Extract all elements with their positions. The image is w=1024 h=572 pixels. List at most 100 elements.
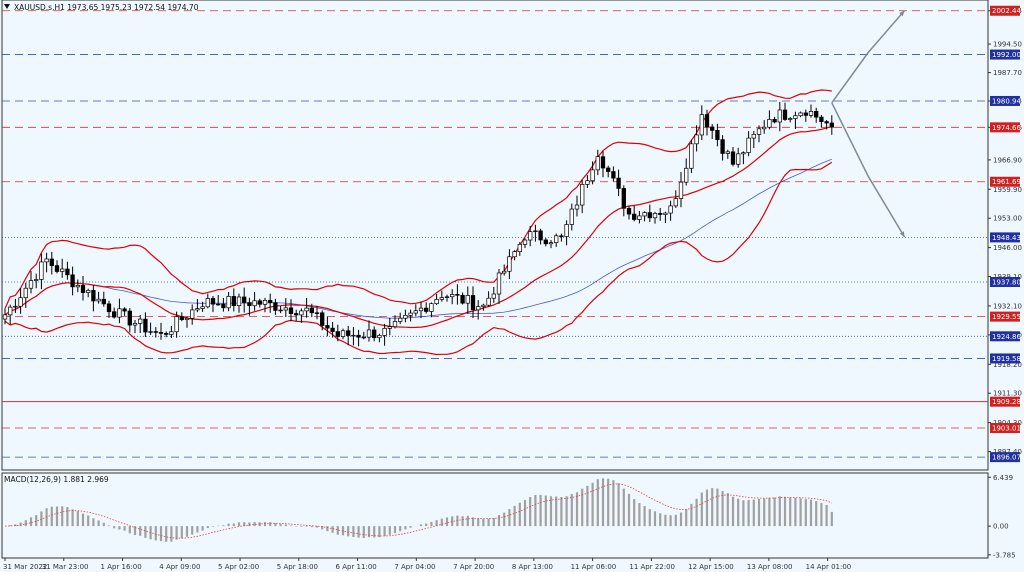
level-label-box-8 xyxy=(990,331,1020,342)
candle-body-77 xyxy=(403,314,408,319)
candle-body-4 xyxy=(23,287,28,299)
candle-body-72 xyxy=(377,335,382,339)
candle-body-89 xyxy=(465,295,470,304)
candle-body-109 xyxy=(569,208,574,225)
level-label: 1937.80 xyxy=(992,279,1021,287)
candle-body-121 xyxy=(632,213,637,220)
time-tick-label: 4 Apr 09:00 xyxy=(159,563,200,571)
candle-body-83 xyxy=(434,299,439,305)
candle-body-149 xyxy=(777,109,782,123)
level-label: 1948.43 xyxy=(992,234,1021,242)
time-tick-label: 5 Apr 18:00 xyxy=(277,563,318,571)
candle-body-150 xyxy=(782,109,788,120)
price-tick-label: 1987.70 xyxy=(993,69,1022,77)
candle-body-2 xyxy=(13,305,18,308)
candle-body-37 xyxy=(195,308,200,311)
candle-body-152 xyxy=(793,115,798,119)
candle-body-41 xyxy=(216,303,221,306)
level-label-box-4 xyxy=(990,176,1020,187)
candle-body-111 xyxy=(580,184,585,206)
menu-triangle-icon[interactable] xyxy=(4,4,10,9)
time-tick-label: 13 Apr 08:00 xyxy=(747,563,793,571)
macd-tick-label: 0.00 xyxy=(993,523,1009,531)
candle-body-65 xyxy=(340,330,346,337)
candle-body-101 xyxy=(528,231,533,241)
candle-body-102 xyxy=(533,230,538,233)
candle-body-22 xyxy=(117,308,122,318)
candle-body-122 xyxy=(637,215,642,220)
candle-body-27 xyxy=(143,318,148,333)
candle-body-47 xyxy=(247,302,252,307)
candle-body-91 xyxy=(476,306,481,311)
level-label: 2002.44 xyxy=(992,7,1021,15)
candle-body-5 xyxy=(28,280,34,289)
candle-body-38 xyxy=(200,306,205,309)
price-tick-label: 1946.00 xyxy=(993,244,1022,252)
price-tick-label: 1994.50 xyxy=(993,41,1022,49)
projection-arrow-up xyxy=(831,10,906,104)
candle-body-115 xyxy=(600,156,606,169)
candle-body-105 xyxy=(548,242,554,245)
candle-body-11 xyxy=(60,268,65,272)
candle-body-139 xyxy=(725,151,730,154)
candle-body-0 xyxy=(2,314,8,320)
candle-body-25 xyxy=(132,322,138,326)
candle-body-58 xyxy=(304,307,309,312)
macd-signal-line xyxy=(4,483,832,539)
candle-body-138 xyxy=(720,139,725,154)
candle-body-116 xyxy=(606,167,611,172)
candle-body-86 xyxy=(450,294,455,298)
candle-body-50 xyxy=(262,299,268,305)
candle-body-17 xyxy=(91,290,96,302)
candle-body-84 xyxy=(439,297,444,300)
candle-body-88 xyxy=(460,294,465,304)
candle-body-32 xyxy=(169,331,174,335)
candle-body-54 xyxy=(283,307,288,311)
candle-body-40 xyxy=(210,298,216,305)
candle-body-90 xyxy=(470,295,476,311)
projection-arrowhead-down xyxy=(899,231,905,238)
time-tick-label: 14 Apr 01:00 xyxy=(806,563,852,571)
level-label: 1909.28 xyxy=(992,398,1021,406)
time-tick-label: 11 Apr 06:00 xyxy=(571,563,617,571)
candle-body-106 xyxy=(554,235,559,243)
candle-body-128 xyxy=(668,205,673,214)
time-tick-label: 5 Apr 02:00 xyxy=(218,563,259,571)
candle-body-36 xyxy=(190,309,195,319)
candle-body-63 xyxy=(330,327,335,332)
level-label-box-10 xyxy=(990,396,1020,407)
candle-body-119 xyxy=(621,188,626,209)
candle-body-151 xyxy=(788,118,793,120)
level-label-box-2 xyxy=(990,95,1020,106)
candle-body-114 xyxy=(595,156,600,171)
time-tick-label: 1 Apr 16:00 xyxy=(101,563,142,571)
candle-body-156 xyxy=(814,111,819,118)
candle-body-154 xyxy=(803,112,808,116)
level-label: 1919.58 xyxy=(992,355,1021,363)
time-tick-label: 31 Mar 23:00 xyxy=(42,563,89,571)
time-tick-label: 7 Apr 20:00 xyxy=(453,563,494,571)
candle-body-18 xyxy=(96,298,101,302)
candle-body-94 xyxy=(491,293,496,299)
candle-body-6 xyxy=(34,279,39,281)
candle-body-93 xyxy=(486,297,491,306)
time-tick-label: 7 Apr 04:00 xyxy=(394,563,435,571)
candle-body-133 xyxy=(694,134,699,145)
candle-body-131 xyxy=(684,167,689,183)
time-tick-label: 6 Apr 11:00 xyxy=(336,563,377,571)
candle-body-110 xyxy=(574,204,580,210)
candle-body-46 xyxy=(242,296,247,303)
candle-body-144 xyxy=(751,134,756,139)
candle-body-96 xyxy=(502,270,507,274)
level-label-box-5 xyxy=(990,232,1020,243)
candle-body-12 xyxy=(65,268,70,276)
candle-body-19 xyxy=(101,298,106,305)
candle-body-124 xyxy=(647,212,652,219)
candle-body-44 xyxy=(231,296,236,307)
candle-body-35 xyxy=(184,317,190,321)
candle-body-48 xyxy=(252,300,257,307)
candle-body-103 xyxy=(538,230,543,241)
candle-body-136 xyxy=(710,126,715,131)
time-tick-label: 11 Apr 22:00 xyxy=(629,563,675,571)
candle-body-130 xyxy=(678,181,684,199)
